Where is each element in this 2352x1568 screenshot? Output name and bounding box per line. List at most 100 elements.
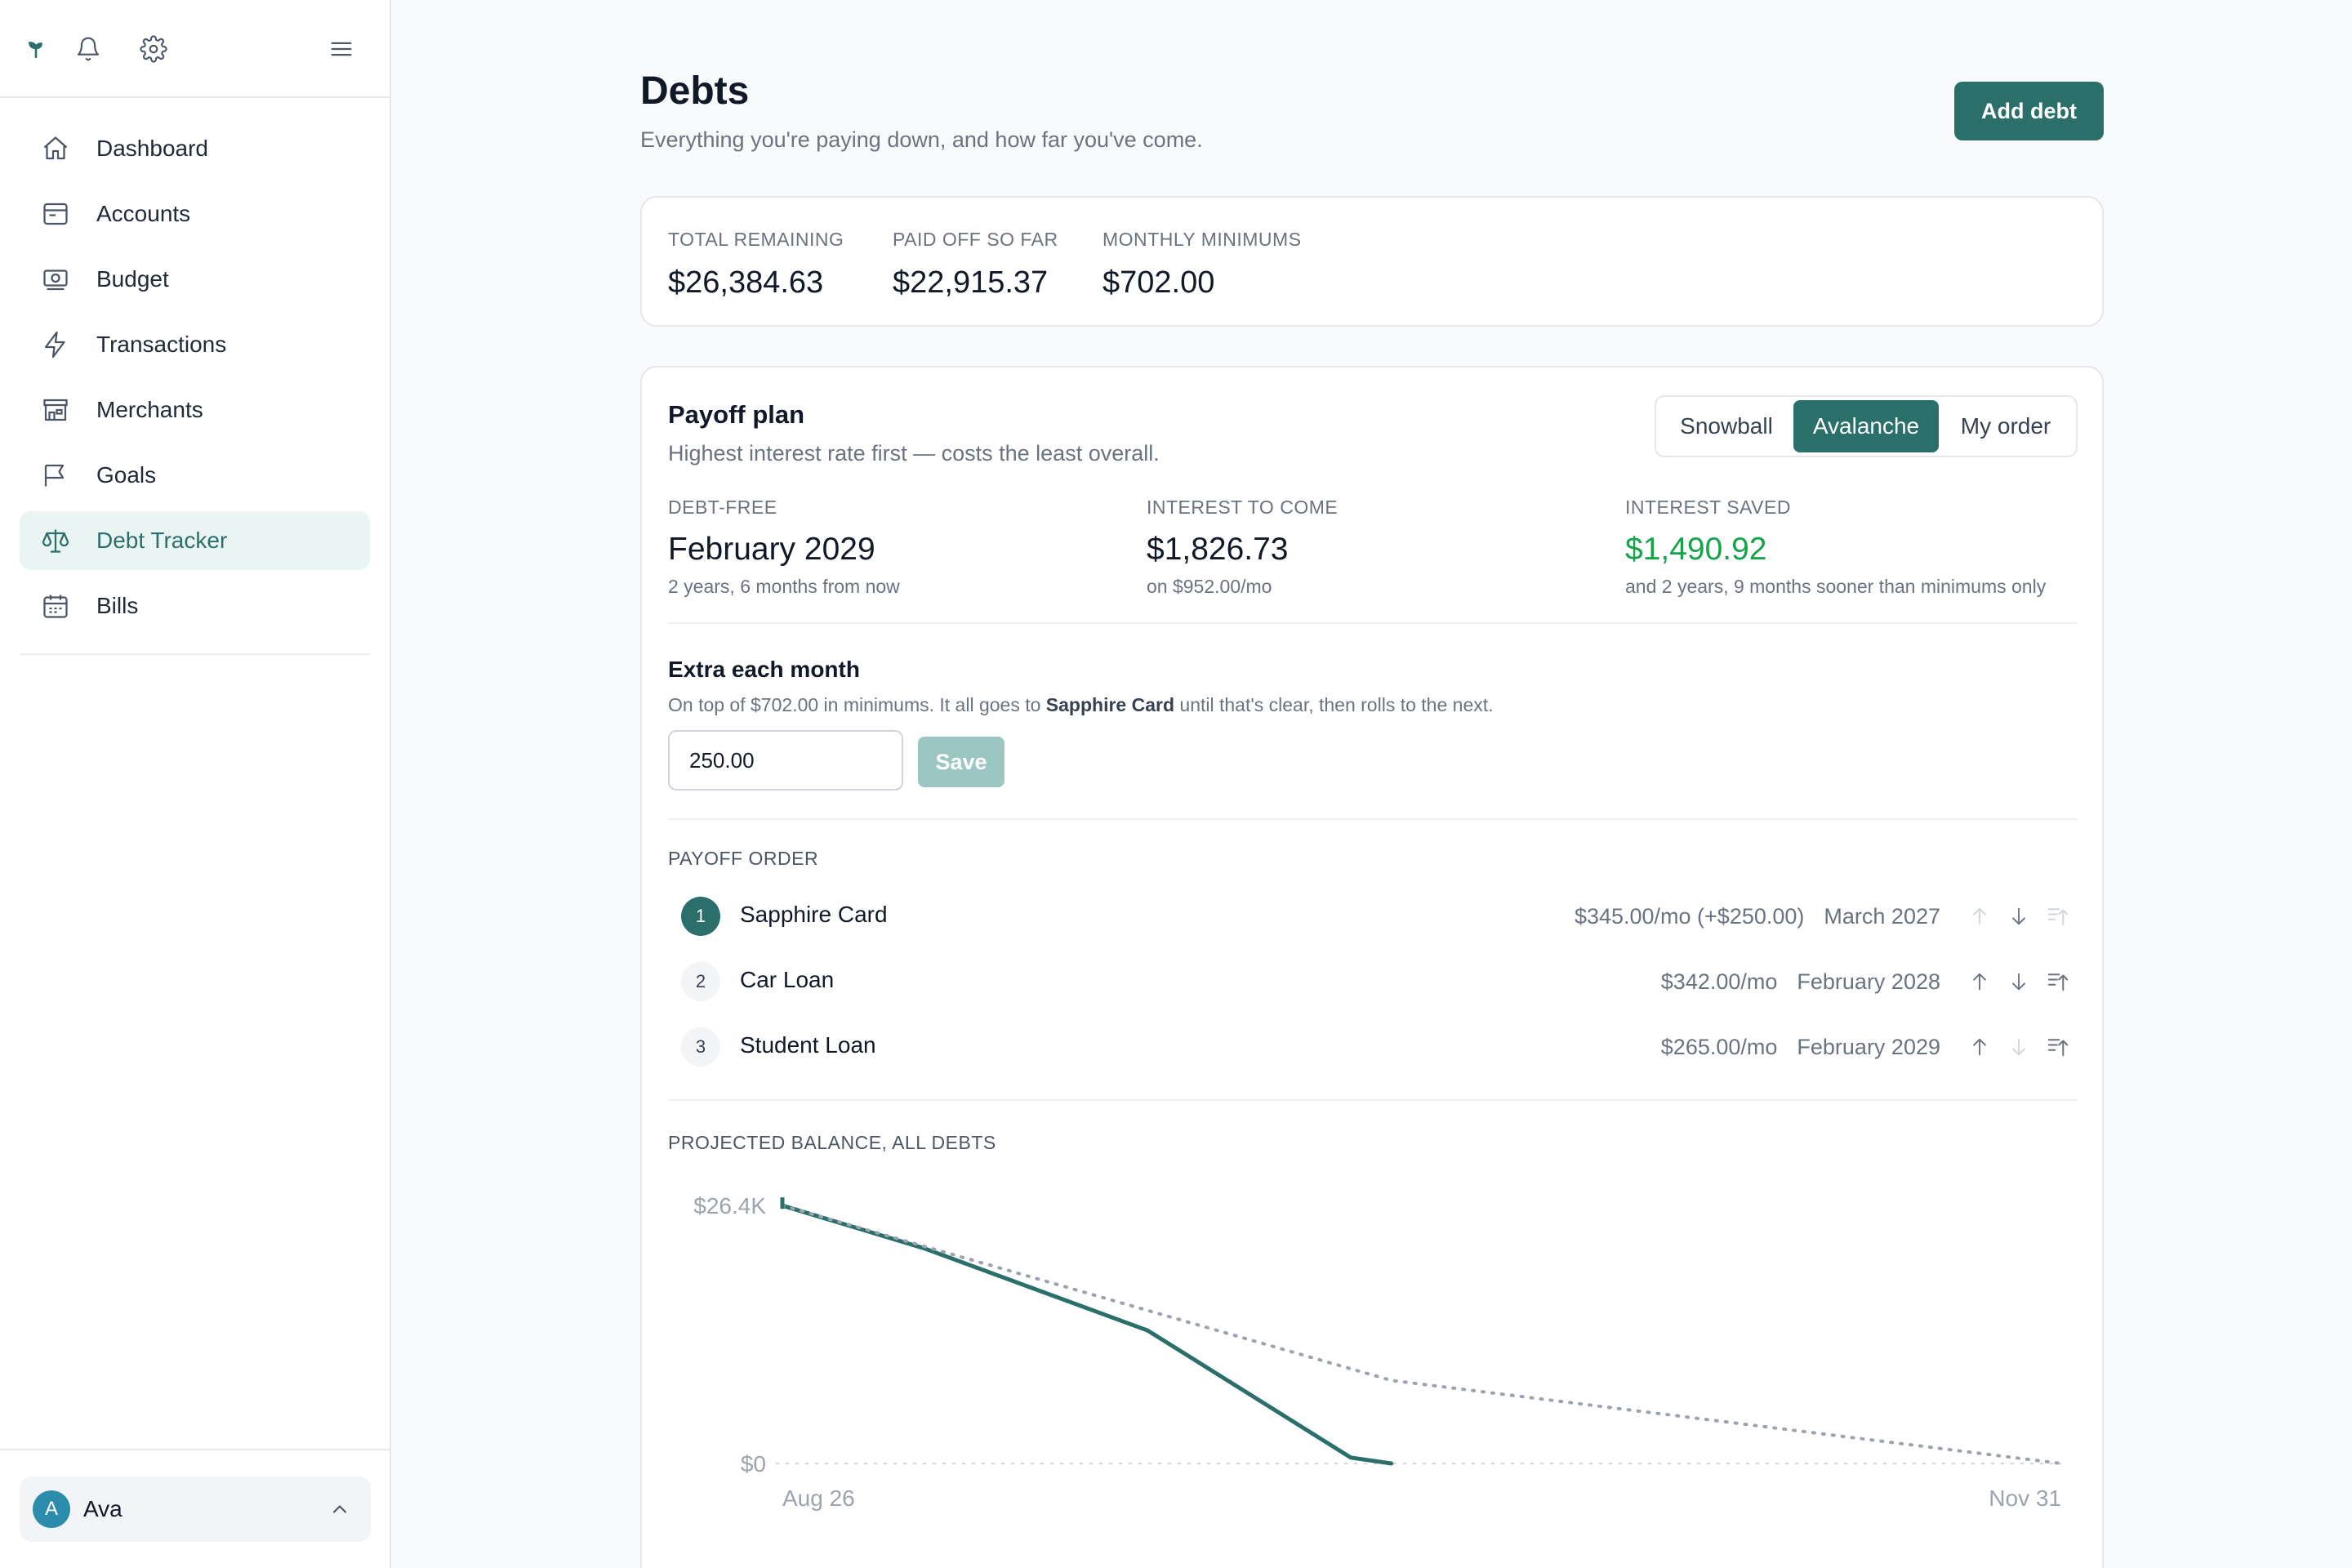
series-line-minimums-only	[781, 1204, 2063, 1465]
y-tick-label: $26.4K	[693, 1193, 766, 1218]
move-down-icon[interactable]	[1999, 964, 2038, 1000]
gear-icon[interactable]	[137, 33, 170, 65]
move-to-top-icon[interactable]	[2038, 964, 2078, 1000]
debt-payoff-date: March 2027	[1824, 903, 1940, 929]
sidebar-item-label: Debt Tracker	[96, 528, 228, 553]
x-tick-label: Aug 26	[782, 1486, 855, 1511]
metric-interest-to-come: INTEREST TO COME $1,826.73 on $952.00/mo	[1147, 497, 1338, 598]
move-up-icon[interactable]	[1960, 964, 1999, 1000]
metric-note: and 2 years, 9 months sooner than minimu…	[1625, 576, 2047, 597]
flag-icon	[39, 459, 72, 492]
sidebar: Dashboard Accounts Budget Transactions M…	[0, 0, 391, 1568]
calendar-icon	[39, 590, 72, 622]
payoff-order-row: 2 Car Loan $342.00/mo February 2028	[668, 956, 2078, 1008]
page-title: Debts	[640, 69, 750, 113]
user-name: Ava	[83, 1496, 122, 1521]
metric-interest-saved: INTEREST SAVED $1,490.92 and 2 years, 9 …	[1625, 497, 2046, 598]
debt-name: Car Loan	[740, 967, 835, 992]
sidebar-footer: A Ava	[0, 1449, 390, 1568]
payoff-order-title: PAYOFF ORDER	[668, 848, 819, 869]
debt-payoff-date: February 2029	[1797, 1034, 1940, 1059]
sidebar-nav: Dashboard Accounts Budget Transactions M…	[0, 98, 390, 635]
metric-label: INTEREST TO COME	[1147, 497, 1339, 518]
debt-payment: $265.00/mo	[1660, 1034, 1778, 1059]
move-down-icon[interactable]	[1999, 898, 2038, 934]
debt-name: Sapphire Card	[740, 902, 888, 927]
debt-payment: $342.00/mo	[1660, 969, 1778, 994]
home-icon	[39, 132, 72, 165]
avatar: A	[33, 1490, 70, 1528]
wallet-icon	[39, 198, 72, 230]
divider	[668, 1099, 2078, 1101]
scale-icon	[39, 524, 72, 557]
payoff-plan-card: Payoff plan Highest interest rate first …	[640, 366, 2104, 1568]
strategy-avalanche-button[interactable]: Avalanche	[1793, 400, 1939, 452]
move-to-top-icon[interactable]	[2038, 1029, 2078, 1065]
sidebar-item-label: Accounts	[96, 201, 191, 226]
debt-payment: $345.00/mo (+$250.00)	[1574, 903, 1805, 929]
move-up-icon[interactable]	[1960, 898, 1999, 934]
order-details: $342.00/mo February 2028	[1661, 964, 2078, 1000]
save-button[interactable]: Save	[918, 737, 1004, 787]
sidebar-item-bills[interactable]: Bills	[20, 577, 370, 635]
order-number: 1	[681, 897, 720, 936]
metric-label: INTEREST SAVED	[1625, 497, 1791, 518]
user-menu[interactable]: A Ava	[20, 1477, 371, 1542]
divider	[668, 622, 2078, 624]
extra-title: Extra each month	[668, 657, 860, 682]
metric-value: $1,826.73	[1147, 532, 1289, 567]
order-number: 3	[681, 1027, 720, 1067]
y-tick-label: $0	[741, 1451, 766, 1477]
strategy-snowball-button[interactable]: Snowball	[1680, 413, 1773, 439]
sidebar-item-transactions[interactable]: Transactions	[20, 315, 370, 374]
move-down-icon[interactable]	[1999, 1029, 2038, 1065]
chevron-up-icon	[323, 1493, 356, 1526]
sidebar-item-accounts[interactable]: Accounts	[20, 185, 370, 243]
extra-amount-input[interactable]	[668, 730, 903, 791]
menu-icon[interactable]	[325, 33, 358, 65]
move-to-top-icon[interactable]	[2038, 898, 2078, 934]
bell-icon[interactable]	[72, 33, 105, 65]
divider	[668, 818, 2078, 820]
metric-label: DEBT-FREE	[668, 497, 777, 518]
extra-desc-text: On top of $702.00 in minimums. It all go…	[668, 694, 1046, 715]
metric-debt-free: DEBT-FREE February 2029 2 years, 6 month…	[668, 497, 900, 598]
sidebar-item-dashboard[interactable]: Dashboard	[20, 119, 370, 178]
stat-value: $22,915.37	[893, 265, 1049, 300]
metric-value: $1,490.92	[1625, 532, 1767, 567]
stat-value: $702.00	[1102, 265, 1215, 300]
extra-desc-target: Sapphire Card	[1045, 694, 1175, 715]
sidebar-item-label: Merchants	[96, 397, 203, 422]
stat-value: $26,384.63	[668, 265, 824, 300]
sidebar-item-debt-tracker[interactable]: Debt Tracker	[20, 511, 370, 570]
stat-paid-off: PAID OFF SO FAR $22,915.37	[893, 229, 1058, 301]
sidebar-item-merchants[interactable]: Merchants	[20, 381, 370, 439]
projection-title: PROJECTED BALANCE, ALL DEBTS	[668, 1132, 996, 1153]
metric-note: on $952.00/mo	[1147, 576, 1272, 597]
order-details: $345.00/mo (+$250.00) March 2027	[1575, 898, 2078, 934]
sidebar-item-label: Transactions	[96, 332, 227, 357]
logo-sprout-icon[interactable]	[20, 33, 52, 65]
banknote-icon	[39, 263, 72, 296]
bolt-icon	[39, 328, 72, 361]
sidebar-item-budget[interactable]: Budget	[20, 250, 370, 309]
plan-subtitle: Highest interest rate first — costs the …	[668, 441, 1160, 466]
payoff-order-row: 3 Student Loan $265.00/mo February 2029	[668, 1021, 2078, 1073]
strategy-my-order-button[interactable]: My order	[1960, 413, 2051, 439]
extra-description: On top of $702.00 in minimums. It all go…	[668, 694, 1494, 716]
add-debt-button[interactable]: Add debt	[1954, 82, 2104, 140]
sidebar-item-goals[interactable]: Goals	[20, 446, 370, 505]
order-details: $265.00/mo February 2029	[1661, 1029, 2078, 1065]
stat-total-remaining: TOTAL REMAINING $26,384.63	[668, 229, 844, 301]
sidebar-item-label: Goals	[96, 462, 157, 488]
sidebar-header	[0, 0, 390, 98]
store-icon	[39, 394, 72, 426]
strategy-toggle: Snowball Avalanche My order	[1655, 395, 2078, 457]
plan-title: Payoff plan	[668, 400, 805, 429]
sidebar-divider	[20, 653, 370, 655]
summary-card: TOTAL REMAINING $26,384.63 PAID OFF SO F…	[640, 196, 2104, 327]
metric-value: February 2029	[668, 532, 875, 567]
stat-label: TOTAL REMAINING	[668, 229, 844, 250]
move-up-icon[interactable]	[1960, 1029, 1999, 1065]
debt-payoff-date: February 2028	[1797, 969, 1940, 994]
